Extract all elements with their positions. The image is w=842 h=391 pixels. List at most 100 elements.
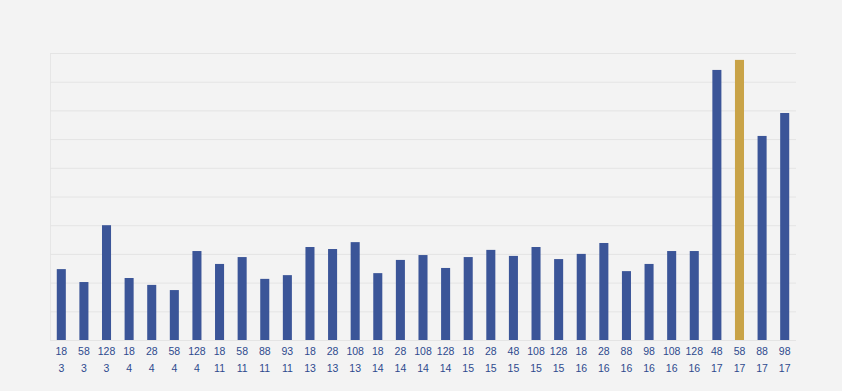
x-tick-label: 58 (78, 345, 90, 357)
x-tick-label: 128 (188, 345, 206, 357)
x-tick-label: 11 (237, 362, 248, 374)
bar (780, 113, 789, 340)
x-tick-label: 28 (395, 345, 407, 357)
x-tick-label: 16 (688, 362, 700, 374)
x-tick-label: 14 (395, 362, 407, 374)
bar (396, 260, 405, 340)
y-axis-line (51, 54, 797, 341)
y-tick (50, 110, 796, 111)
x-tick-label: 14 (440, 362, 452, 374)
bar (690, 251, 699, 340)
x-tick-label: 11 (259, 362, 270, 374)
bar (712, 70, 721, 340)
x-tick-label: 15 (553, 362, 565, 374)
x-tick-label: 11 (214, 362, 225, 374)
x-tick-label: 17 (779, 362, 791, 374)
bar (147, 285, 156, 340)
x-tick-label: 48 (711, 345, 723, 357)
background (0, 0, 842, 391)
y-tick (50, 53, 796, 54)
grid-line (50, 225, 796, 226)
bar (418, 255, 427, 340)
grid-line (50, 110, 796, 111)
bar (373, 273, 382, 340)
x-tick-label: 16 (575, 362, 587, 374)
x-tick-label: 128 (686, 345, 704, 357)
bar (328, 249, 337, 340)
x-axis: 1835831283184284584128418115811881193111… (55, 345, 790, 374)
x-tick-label: 16 (621, 362, 633, 374)
x-tick-label: 18 (575, 345, 587, 357)
x-tick-label: 17 (711, 362, 723, 374)
bar (102, 225, 111, 340)
bar (464, 257, 473, 340)
x-tick-label: 93 (282, 345, 294, 357)
x-tick-label: 98 (643, 345, 655, 357)
bar (509, 256, 518, 340)
grid-line (50, 139, 796, 140)
x-tick-label: 17 (756, 362, 768, 374)
x-tick-label: 4 (194, 362, 200, 374)
bar (758, 136, 767, 340)
bar (260, 279, 269, 340)
grid-line (50, 82, 796, 83)
bar (554, 259, 563, 340)
bar (645, 264, 654, 340)
bar (79, 282, 88, 340)
grid-line (50, 197, 796, 198)
x-tick-label: 58 (734, 345, 746, 357)
x-tick-label: 108 (346, 345, 364, 357)
x-tick-label: 13 (304, 362, 316, 374)
x-tick-label: 14 (417, 362, 429, 374)
x-tick-label: 48 (508, 345, 520, 357)
x-tick-label: 18 (304, 345, 316, 357)
bar (57, 269, 66, 340)
x-tick-label: 3 (81, 362, 87, 374)
bar (532, 247, 541, 340)
x-tick-label: 108 (663, 345, 681, 357)
x-tick-label: 18 (462, 345, 474, 357)
x-tick-label: 13 (327, 362, 339, 374)
bar (486, 250, 495, 340)
bar (351, 242, 360, 340)
x-tick-label: 88 (756, 345, 768, 357)
bar (622, 271, 631, 340)
x-tick-label: 14 (372, 362, 384, 374)
y-tick (50, 82, 796, 83)
x-tick-label: 16 (666, 362, 678, 374)
y-tick (50, 197, 796, 198)
bar (441, 268, 450, 340)
grid-line (50, 254, 796, 255)
x-tick-label: 28 (146, 345, 158, 357)
grid-line (50, 53, 796, 54)
x-tick-label: 128 (98, 345, 116, 357)
x-tick-label: 28 (327, 345, 339, 357)
grid-line (50, 340, 796, 341)
y-tick (50, 254, 796, 255)
x-tick-label: 3 (104, 362, 110, 374)
x-tick-label: 128 (550, 345, 568, 357)
y-tick (50, 225, 796, 226)
x-tick-label: 18 (214, 345, 226, 357)
y-tick (50, 168, 796, 169)
x-tick-label: 28 (598, 345, 610, 357)
y-tick (50, 139, 796, 140)
bar (170, 290, 179, 340)
bar (238, 257, 247, 340)
x-tick-label: 15 (530, 362, 542, 374)
x-tick-label: 58 (236, 345, 248, 357)
x-tick-label: 15 (508, 362, 520, 374)
x-tick-label: 13 (349, 362, 361, 374)
bar (577, 254, 586, 340)
y-tick (50, 340, 796, 341)
x-tick-label: 28 (485, 345, 497, 357)
x-tick-label: 18 (372, 345, 384, 357)
chart: 1835831283184284584128418115811881193111… (0, 0, 842, 391)
x-tick-label: 3 (58, 362, 64, 374)
x-tick-label: 108 (414, 345, 432, 357)
x-tick-label: 16 (598, 362, 610, 374)
bar (735, 60, 744, 340)
x-tick-label: 58 (168, 345, 180, 357)
grid-line (50, 168, 796, 169)
x-tick-label: 18 (55, 345, 67, 357)
